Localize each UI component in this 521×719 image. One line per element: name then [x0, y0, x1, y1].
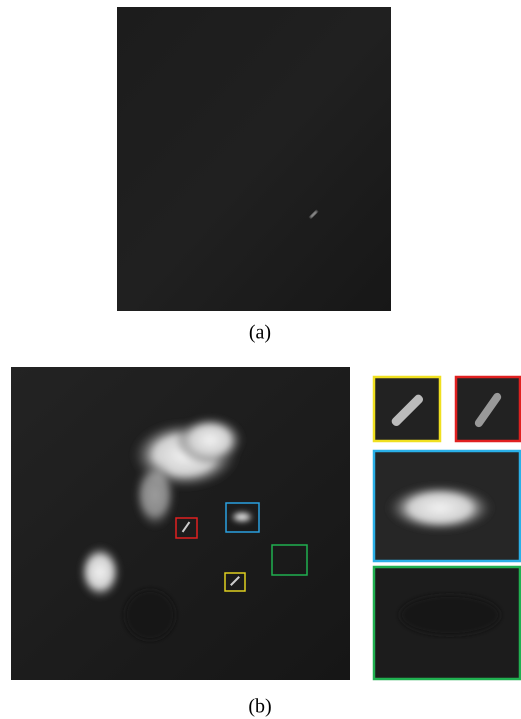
inset-red [456, 377, 520, 441]
figure: (a) (b) [0, 0, 521, 719]
inset-yellow [374, 377, 440, 441]
inset-green [374, 567, 520, 679]
inset-blue [374, 451, 520, 561]
image-a [117, 7, 391, 311]
panel-label: (b) [248, 696, 271, 718]
panel-label: (a) [249, 322, 271, 344]
image-b [11, 367, 350, 680]
